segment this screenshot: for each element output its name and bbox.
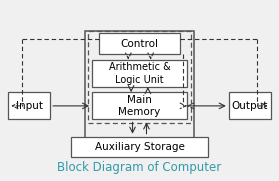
Text: Auxiliary Storage: Auxiliary Storage: [95, 142, 184, 152]
Bar: [229, 92, 271, 119]
Text: Input: Input: [16, 101, 43, 111]
Bar: [71, 137, 208, 157]
Bar: [92, 92, 187, 119]
Text: Block Diagram of Computer: Block Diagram of Computer: [57, 161, 222, 174]
Bar: [8, 92, 50, 119]
Bar: [99, 33, 180, 54]
Text: Arithmetic &
Logic Unit: Arithmetic & Logic Unit: [109, 62, 170, 85]
Text: Main
Memory: Main Memory: [118, 95, 161, 117]
Bar: [85, 31, 194, 157]
Bar: [92, 60, 187, 87]
Text: Control: Control: [121, 39, 158, 49]
Text: Output: Output: [232, 101, 268, 111]
Bar: [88, 31, 191, 123]
